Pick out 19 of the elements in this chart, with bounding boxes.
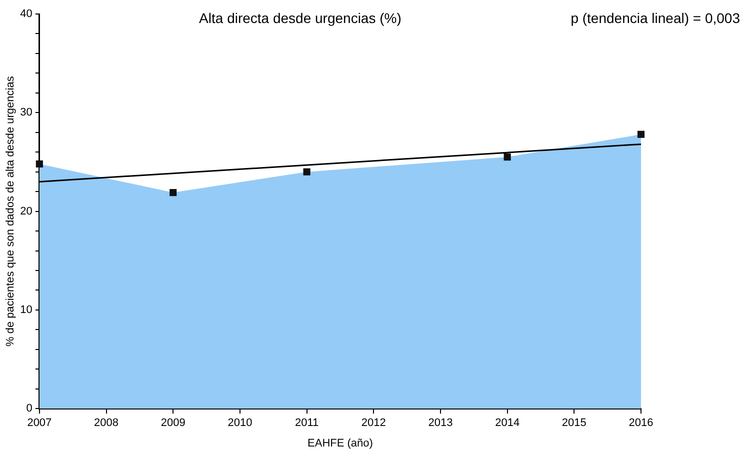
- x-tick-label: 2014: [495, 417, 520, 430]
- x-tick-label: 2013: [428, 417, 453, 430]
- y-tick-label: 30: [20, 106, 32, 119]
- annotation: p (tendencia lineal) = 0,003: [570, 10, 740, 26]
- x-tick-label: 2012: [361, 417, 386, 430]
- x-tick-label: 2015: [562, 417, 586, 430]
- y-axis-title: % de pacientes que son dados de alta desde urgencias: [4, 76, 17, 346]
- chart-title: Alta directa desde urgencias (%): [199, 10, 402, 26]
- x-tick-label: 2011: [294, 417, 319, 430]
- x-tick-label: 2007: [27, 417, 52, 430]
- y-tick-label: 20: [20, 205, 32, 218]
- y-tick-label: 40: [20, 8, 32, 20]
- y-tick-label: 0: [26, 402, 32, 415]
- x-axis-title: EAHFE (año): [308, 437, 373, 450]
- x-tick-label: 2016: [628, 417, 654, 430]
- y-tick-label: 10: [20, 304, 32, 316]
- x-tick-label: 2008: [94, 417, 119, 430]
- x-tick-label: 2009: [160, 417, 186, 430]
- x-tick-label: 2010: [228, 417, 252, 430]
